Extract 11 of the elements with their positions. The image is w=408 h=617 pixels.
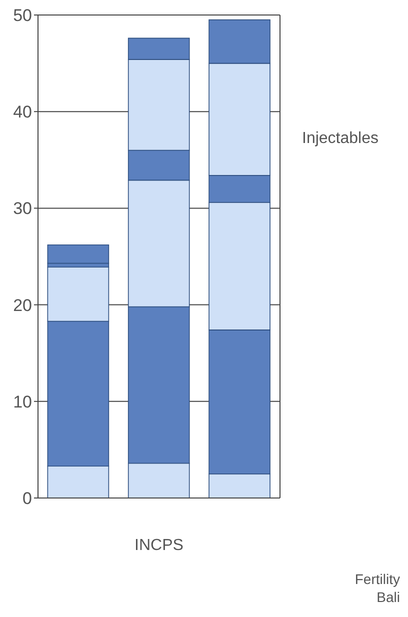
x-axis-title: INCPS — [134, 537, 184, 554]
y-tick-label: 20 — [13, 296, 32, 315]
text: Bali — [376, 588, 400, 606]
y-tick-label: 50 — [13, 6, 32, 26]
text: Fertility — [354, 570, 400, 588]
y-tick-label: 0 — [22, 489, 32, 508]
text: Injectables — [302, 130, 378, 148]
y-tick-label: 30 — [13, 199, 32, 218]
y-tick-label: 40 — [13, 102, 32, 122]
y-tick-label: 10 — [13, 392, 32, 412]
bar — [47, 244, 110, 264]
